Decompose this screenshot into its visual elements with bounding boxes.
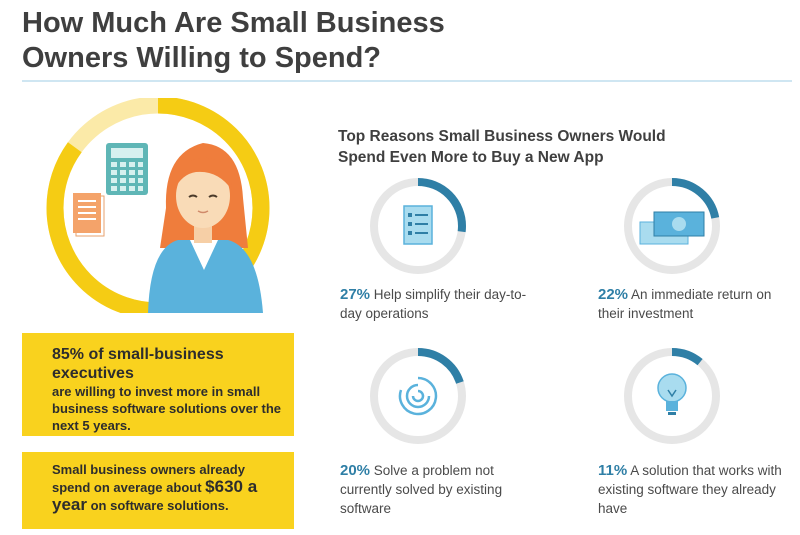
maze-icon bbox=[398, 376, 438, 416]
reason-ring-1 bbox=[370, 178, 466, 274]
reason-ring-2 bbox=[624, 178, 720, 274]
reason-percent-4: 11% bbox=[598, 462, 628, 479]
stat-box-85-text: 85% of small-business executives are wil… bbox=[52, 345, 284, 434]
stat-box-85-lead: 85% of small-business executives bbox=[52, 346, 224, 382]
title-divider bbox=[22, 80, 792, 82]
reason-ring-4 bbox=[624, 348, 720, 444]
reasons-heading-line1: Top Reasons Small Business Owners Would bbox=[338, 128, 666, 145]
reason-text-2: An immediate return on their investment bbox=[598, 287, 772, 321]
reason-text-4: A solution that works with existing soft… bbox=[598, 463, 782, 516]
reason-percent-1: 27% bbox=[340, 286, 371, 303]
reasons-heading: Top Reasons Small Business Owners Would … bbox=[338, 126, 678, 168]
stat-box-630-after: on software solutions. bbox=[90, 498, 229, 513]
reason-caption-3: 20% Solve a problem not currently solved… bbox=[340, 461, 540, 518]
reason-caption-1: 27% Help simplify their day-to-day opera… bbox=[340, 285, 540, 323]
stat-box-85-percent: 85% of small-business executives are wil… bbox=[22, 333, 294, 436]
reason-caption-2: 22% An immediate return on their investm… bbox=[598, 285, 798, 323]
reason-ring-3 bbox=[370, 348, 466, 444]
money-icon bbox=[639, 211, 705, 245]
page-title-line1: How Much Are Small Business bbox=[22, 7, 445, 39]
reason-percent-2: 22% bbox=[598, 286, 629, 303]
stat-box-85-rest: are willing to invest more in small busi… bbox=[52, 384, 281, 433]
calculator-icon bbox=[106, 143, 148, 195]
hero-illustration bbox=[46, 98, 270, 313]
page-title: How Much Are Small Business Owners Willi… bbox=[22, 6, 582, 76]
reason-percent-3: 20% bbox=[340, 462, 371, 479]
stat-box-630-before: Small business owners already spend on a… bbox=[52, 462, 245, 495]
businesswoman-illustration bbox=[148, 143, 263, 313]
stat-box-630-dollars: Small business owners already spend on a… bbox=[22, 452, 294, 529]
page-title-line2: Owners Willing to Spend? bbox=[22, 42, 382, 74]
reasons-heading-line2: Spend Even More to Buy a New App bbox=[338, 149, 604, 166]
stat-box-630-amount: $630 a year bbox=[52, 477, 258, 514]
stat-box-630-text: Small business owners already spend on a… bbox=[52, 461, 284, 514]
reason-text-3: Solve a problem not currently solved by … bbox=[340, 463, 503, 516]
reason-caption-4: 11% A solution that works with existing … bbox=[598, 461, 798, 518]
checklist-icon bbox=[403, 205, 433, 245]
reason-text-1: Help simplify their day-to-day operation… bbox=[340, 287, 527, 321]
lightbulb-icon bbox=[657, 373, 687, 415]
receipt-icon bbox=[73, 193, 105, 237]
